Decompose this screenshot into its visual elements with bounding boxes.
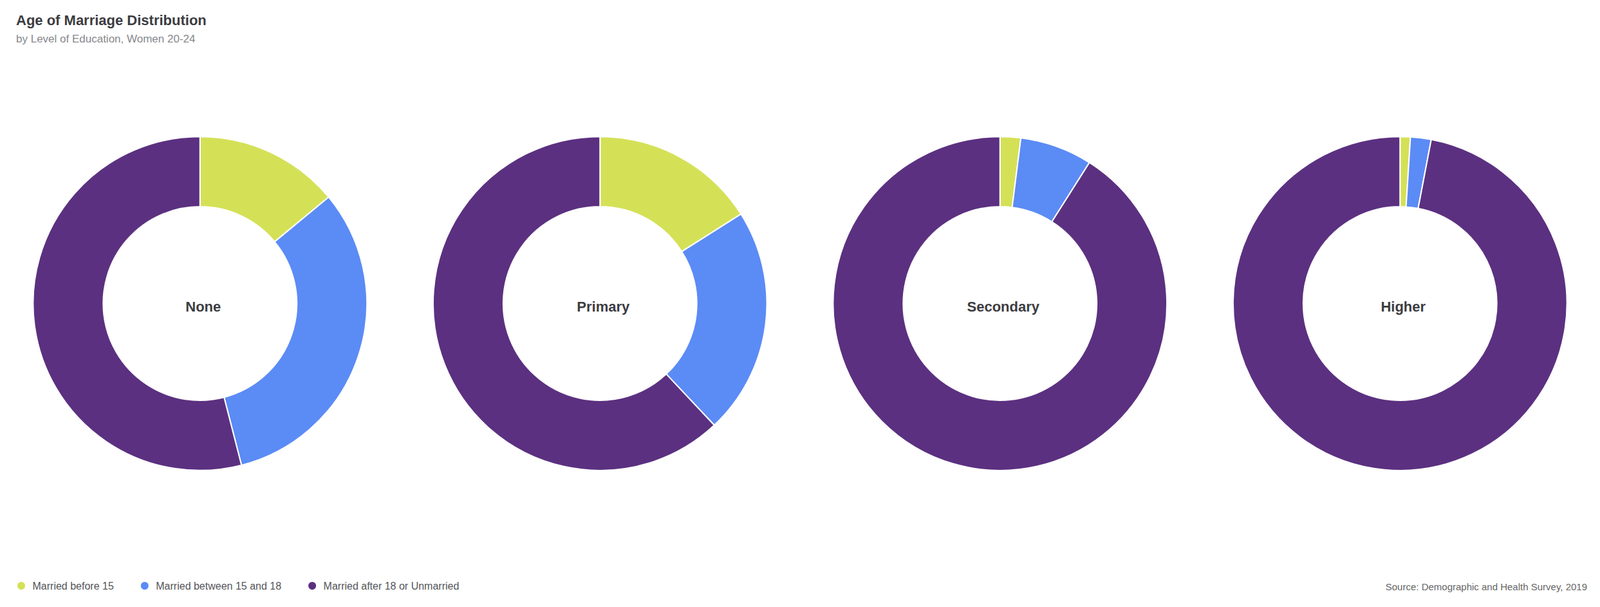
svg-text:Married before 15: Married before 15: [32, 580, 114, 592]
svg-text:Married between 15 and 18: Married between 15 and 18: [155, 580, 282, 592]
svg-text:Primary: Primary: [576, 298, 631, 315]
svg-text:Age of Marriage Distribution: Age of Marriage Distribution: [16, 12, 207, 29]
svg-text:by Level of Education, Women 2: by Level of Education, Women 20-24: [16, 32, 196, 46]
svg-text:None: None: [185, 298, 221, 315]
svg-text:Higher: Higher: [1380, 298, 1426, 315]
svg-text:Secondary: Secondary: [967, 298, 1041, 315]
svg-text:Source: Demographic and Health: Source: Demographic and Health Survey, 2…: [1385, 581, 1588, 593]
svg-text:Married after 18 or Unmarried: Married after 18 or Unmarried: [323, 580, 460, 592]
